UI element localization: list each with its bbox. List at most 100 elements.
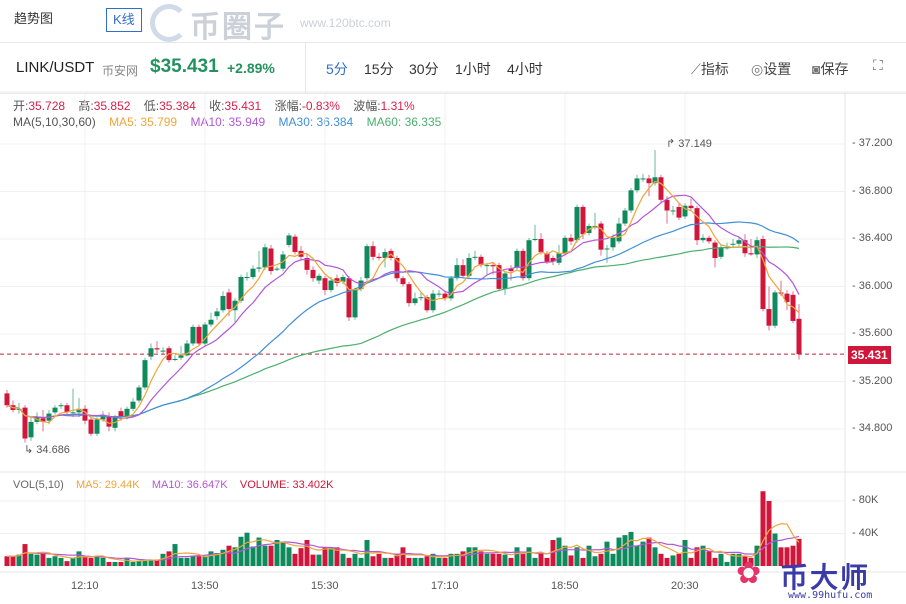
current-price: $35.431 — [150, 56, 219, 77]
volume-bar — [208, 551, 214, 566]
candle-body — [88, 419, 94, 434]
volume-bar — [442, 557, 448, 566]
volume-bar — [286, 547, 292, 566]
amplitude-label: 波幅: — [353, 99, 381, 113]
vol-ma10-legend: MA10: 36.647K — [151, 479, 228, 491]
camera-icon: ◙ — [812, 61, 821, 77]
volume-bar — [706, 551, 712, 566]
volume-bar — [616, 537, 622, 566]
volume-bar — [496, 553, 502, 566]
high-value: 35.852 — [93, 99, 131, 113]
candle-body — [598, 223, 604, 250]
volume-bar — [472, 547, 478, 566]
candle-body — [304, 258, 310, 270]
time-tick-label: 17:10 — [431, 580, 459, 592]
change-value: -0.83% — [301, 99, 340, 113]
candle-body — [502, 273, 508, 289]
candle-body — [16, 408, 22, 410]
candle-body — [790, 294, 796, 321]
candle-body — [106, 415, 112, 427]
volume-bar — [232, 547, 238, 566]
volume-bar — [604, 541, 610, 566]
candle-body — [604, 248, 610, 250]
candle-body — [562, 237, 568, 254]
time-tick-label: 13:50 — [191, 580, 219, 592]
pair-name: LINK/USDT — [16, 59, 95, 76]
volume-ma5-line — [7, 523, 800, 562]
volume-bar — [790, 545, 796, 566]
volume-bar — [370, 556, 376, 566]
volume-bar — [436, 557, 442, 566]
time-tick-label: 18:50 — [551, 580, 579, 592]
volume-tick-label: - 80K — [852, 494, 879, 506]
price-tick-label: - 34.800 — [852, 422, 893, 434]
volume-bar — [430, 553, 436, 566]
price-tick-label: - 35.600 — [852, 327, 893, 339]
volume-bar — [400, 547, 406, 566]
high-label: 高: — [78, 99, 94, 113]
candle-body — [760, 239, 766, 310]
candle-body — [268, 248, 274, 272]
tab-trend[interactable]: 趋势图 — [14, 11, 54, 26]
candle-body — [442, 293, 448, 299]
volume-bar — [460, 551, 466, 566]
candle-body — [370, 246, 376, 257]
candle-body — [436, 293, 442, 295]
volume-bar — [412, 557, 418, 566]
candle-body — [256, 267, 262, 269]
volume-bar — [424, 556, 430, 566]
candle-body — [40, 418, 46, 422]
candle-body — [214, 311, 220, 317]
candle-body — [148, 348, 154, 357]
candle-body — [172, 358, 178, 360]
volume-bar — [58, 557, 64, 566]
vol-legend-title: VOL(5,10) — [13, 479, 64, 491]
volume-bar — [304, 540, 310, 566]
interval-1h[interactable]: 1小时 — [455, 61, 491, 77]
fullscreen-icon[interactable]: ⛶ — [873, 57, 883, 73]
interval-4h[interactable]: 4小时 — [507, 61, 543, 77]
volume-bar — [178, 557, 184, 566]
volume-bar — [292, 553, 298, 566]
save-button[interactable]: ◙保存 — [812, 59, 848, 79]
candle-body — [568, 237, 574, 242]
candle-body — [730, 243, 736, 245]
interval-5m[interactable]: 5分 — [326, 61, 348, 77]
settings-label: 设置 — [763, 61, 792, 77]
volume-bar — [22, 544, 28, 566]
tab-kline[interactable]: K线 — [106, 8, 142, 32]
watermark-logo-bottom: ✿ 币大师 www.99hufu.com — [730, 550, 906, 604]
volume-bar — [490, 553, 496, 566]
ma-legend-title: MA(5,10,30,60) — [13, 115, 96, 129]
watermark-url: www.120btc.com — [300, 16, 391, 30]
candle-body — [580, 206, 586, 235]
volume-bar — [640, 541, 646, 566]
candle-body — [364, 246, 370, 279]
volume-bar — [130, 561, 136, 566]
volume-bar — [46, 557, 52, 566]
volume-bar — [784, 547, 790, 566]
candle-body — [460, 265, 466, 276]
save-label: 保存 — [820, 61, 849, 77]
indicators-label: 指标 — [700, 61, 729, 77]
volume-bar — [760, 491, 766, 566]
candle-body — [466, 258, 472, 276]
divider — [305, 43, 306, 93]
candle-body — [496, 265, 502, 289]
candle-body — [718, 247, 724, 257]
indicators-button[interactable]: ⟋指标 — [691, 59, 729, 79]
candle-body — [652, 177, 658, 184]
interval-30m[interactable]: 30分 — [409, 61, 439, 77]
candle-body — [238, 277, 244, 301]
interval-15m[interactable]: 15分 — [364, 61, 394, 77]
volume-bar — [52, 556, 58, 566]
min-price-value: 34.686 — [36, 444, 70, 456]
candle-body — [394, 258, 400, 279]
volume-bar — [334, 547, 340, 566]
settings-button[interactable]: ◎设置 — [751, 59, 791, 79]
volume-bar — [724, 561, 730, 566]
candle-body — [376, 256, 382, 258]
volume-bar — [154, 559, 160, 566]
candle-body — [628, 190, 634, 211]
